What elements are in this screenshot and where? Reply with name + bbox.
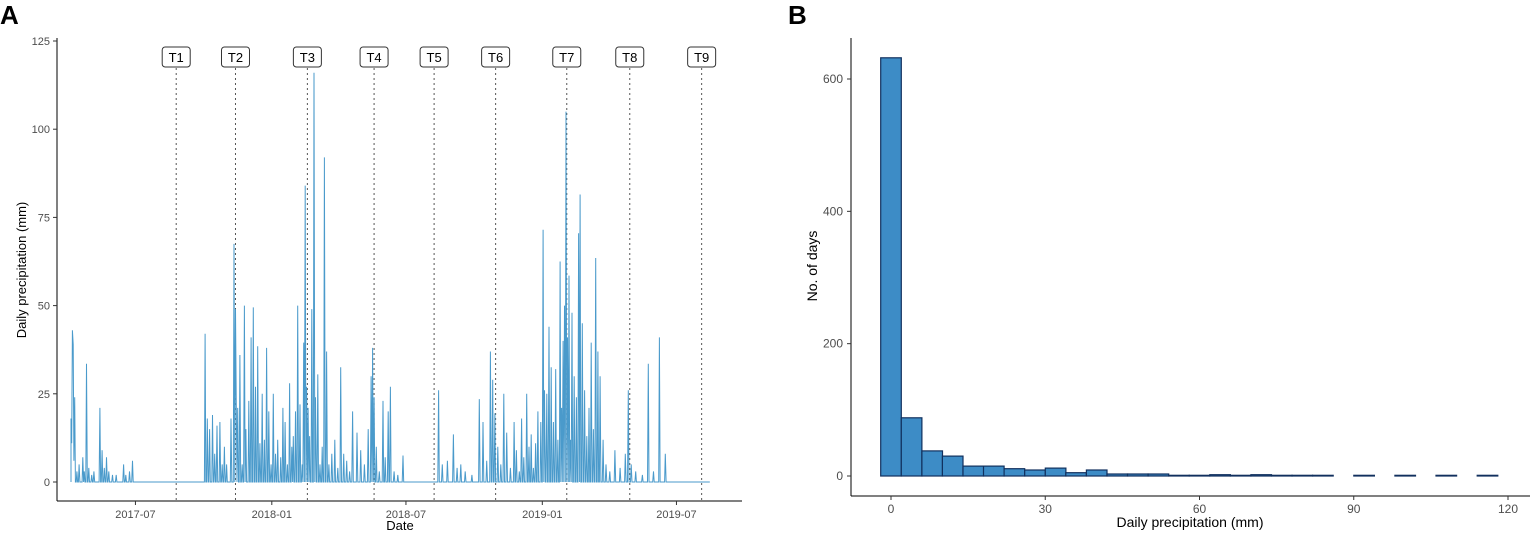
b-y-tick-label: 0 [836, 469, 843, 483]
b-x-tick-label: 0 [888, 502, 895, 516]
marker-label-t4: T4 [366, 50, 381, 65]
panel-b-histogram: 0 200 400 600 0 30 60 90 120 Daily precipitatio… [804, 38, 1530, 530]
a-y-tick-label: 0 [44, 477, 50, 489]
marker-box-t1 [161, 46, 191, 68]
a-y-tick-label: 125 [32, 36, 50, 48]
b-y-ticks: 0 200 400 600 [823, 72, 851, 483]
b-x-tick-label: 30 [1039, 502, 1053, 516]
panel-a-time-series: T1 T2 T3 T4 T5 T6 T7 T8 T9 0 25 50 75 100 125 2017-07… [14, 36, 742, 533]
histogram-bar [1126, 473, 1149, 477]
histogram-bar [1044, 467, 1067, 477]
b-x-tick-label: 90 [1347, 502, 1361, 516]
histogram-bar [1106, 473, 1129, 477]
marker-label-t5: T5 [427, 50, 442, 65]
histogram-bar [982, 465, 1005, 477]
histogram-bar [880, 57, 902, 477]
b-x-tick-label: 60 [1193, 502, 1207, 516]
a-marker-labels: T1 T2 T3 T4 T5 T6 T7 T8 T9 [161, 46, 717, 68]
histogram-bar [1209, 474, 1232, 477]
a-x-axis-title: Date [386, 518, 413, 533]
b-y-tick-label: 400 [823, 204, 843, 218]
b-x-axis-title: Daily precipitation (mm) [1116, 514, 1263, 530]
marker-box-t7 [552, 46, 582, 68]
marker-box-t2 [220, 46, 250, 68]
b-x-ticks: 0 30 60 90 120 [888, 496, 1518, 516]
marker-box-t5 [419, 46, 449, 68]
marker-box-t9 [687, 46, 717, 68]
a-x-tick-label: 2019-07 [656, 509, 696, 521]
histogram-bar [1250, 474, 1273, 477]
histogram-bar [1353, 474, 1376, 477]
a-x-tick-label: 2018-01 [252, 509, 292, 521]
b-y-tick-label: 600 [823, 72, 843, 86]
marker-box-t6 [481, 46, 511, 68]
histogram-bar [1291, 474, 1314, 477]
b-y-tick-label: 200 [823, 337, 843, 351]
histogram-bar [1188, 474, 1211, 477]
histogram-bar [1229, 474, 1252, 477]
a-x-tick-label: 2018-07 [386, 509, 426, 521]
panel-letter-a: A [0, 0, 19, 30]
marker-label-t8: T8 [622, 50, 637, 65]
a-y-tick-label: 25 [38, 389, 50, 401]
marker-label-t3: T3 [300, 50, 315, 65]
histogram-bar [1168, 474, 1190, 477]
marker-box-t3 [292, 46, 322, 68]
marker-label-t7: T7 [559, 50, 574, 65]
marker-label-t2: T2 [228, 50, 243, 65]
a-x-ticks: 2017-07 2018-01 2018-07 2019-01 2019-07 [115, 501, 697, 521]
marker-box-t4 [359, 46, 389, 68]
histogram-bar [1270, 474, 1293, 477]
marker-label-t6: T6 [488, 50, 503, 65]
histogram-bar [962, 465, 985, 477]
histogram-bar [1394, 474, 1417, 477]
histogram-bar [1003, 468, 1026, 477]
histogram-bar [1085, 469, 1108, 477]
marker-label-t1: T1 [169, 50, 184, 65]
histogram-bar [1476, 474, 1499, 477]
histogram-bar [921, 450, 944, 477]
a-y-tick-label: 50 [38, 301, 50, 313]
marker-label-t9: T9 [694, 50, 709, 65]
a-x-tick-label: 2017-07 [115, 509, 155, 521]
precipitation-line [70, 72, 710, 483]
a-y-tick-label: 100 [32, 124, 50, 136]
a-y-axis-title: Daily precipitation (mm) [14, 202, 29, 339]
histogram-bar [1311, 474, 1334, 477]
marker-box-t8 [615, 46, 645, 68]
histogram-bar [900, 417, 923, 477]
histogram-bar [941, 455, 964, 477]
histogram-bar [1147, 473, 1170, 477]
a-x-tick-label: 2019-01 [522, 509, 562, 521]
histogram-bar [1065, 472, 1088, 477]
histogram-bar [1024, 469, 1046, 477]
a-y-ticks: 0 25 50 75 100 125 [32, 36, 57, 489]
b-x-tick-label: 120 [1498, 502, 1518, 516]
histogram-bar [1435, 474, 1458, 477]
histogram-bars [880, 57, 1499, 477]
b-y-axis-title: No. of days [804, 231, 820, 302]
panel-letter-b: B [788, 0, 807, 30]
a-y-tick-label: 75 [38, 212, 50, 224]
